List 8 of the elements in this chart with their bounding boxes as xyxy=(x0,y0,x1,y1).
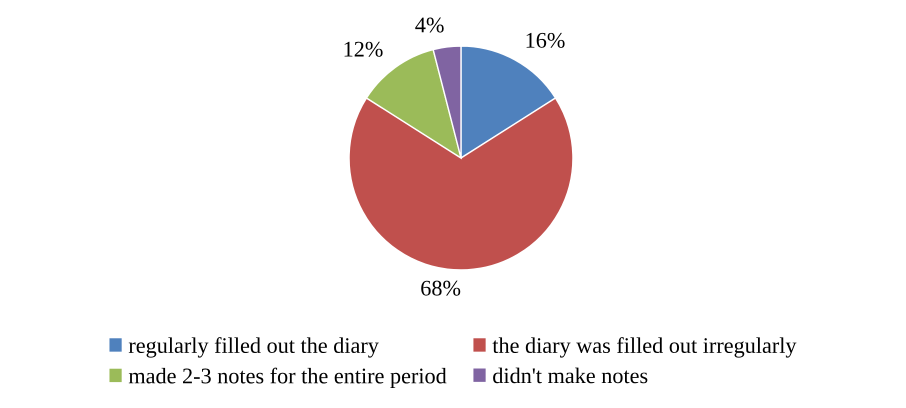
data-label: 4% xyxy=(415,18,444,33)
legend-label: regularly filled out the diary xyxy=(128,337,379,358)
data-label: 68% xyxy=(421,280,460,296)
data-label: 12% xyxy=(344,42,383,57)
legend-label: made 2-3 notes for the entire period xyxy=(128,368,446,388)
legend-label: didn't make notes xyxy=(493,368,648,384)
legend-label: the diary was filled out irregularly xyxy=(492,337,796,358)
data-label: 16% xyxy=(526,32,565,48)
